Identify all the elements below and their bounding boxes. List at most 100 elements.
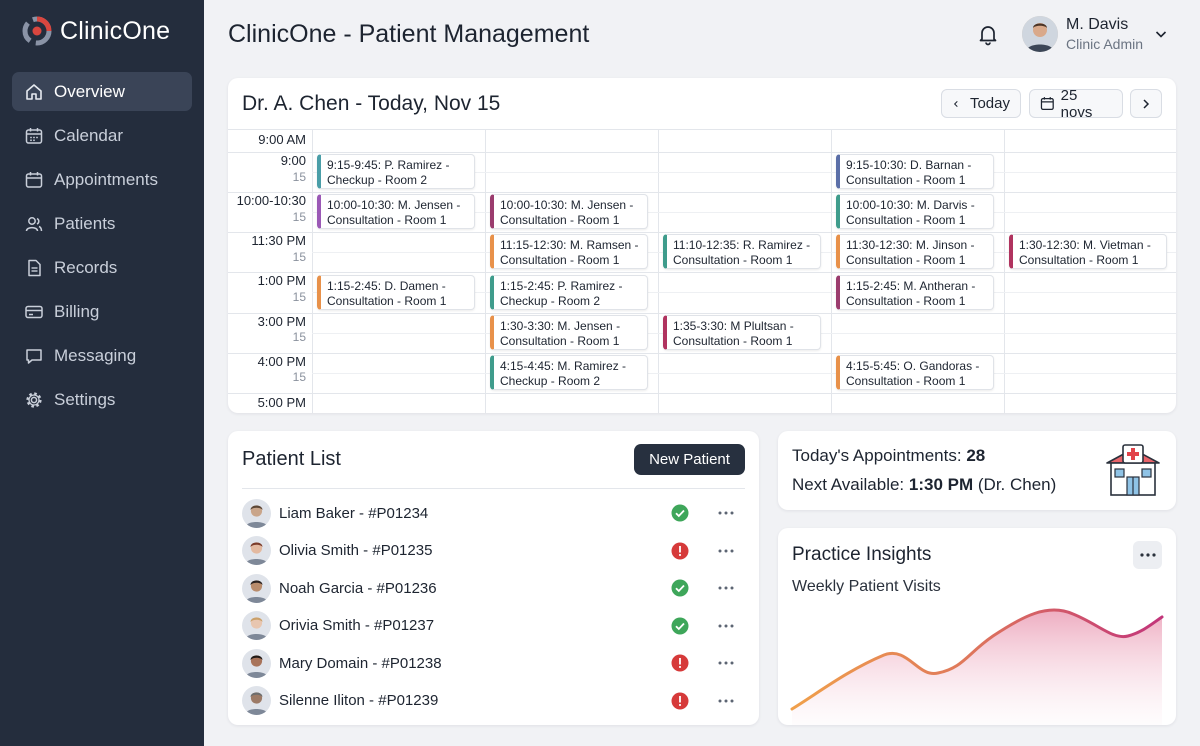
appointment-event[interactable]: 1:15-2:45: D. Damen - Consultation - Room… — [317, 274, 475, 310]
patient-avatar-icon — [242, 686, 271, 715]
time-label: 10:00-10:30 — [236, 193, 306, 208]
calendar-icon — [1040, 97, 1054, 110]
list-item[interactable]: Liam Baker - #P01234 — [242, 496, 745, 530]
date-picker-button[interactable]: 25 novs — [1029, 86, 1123, 121]
event-line-1: 11:30-12:30: M. Jinson - — [846, 238, 975, 253]
billing-icon — [25, 305, 43, 318]
check-circle-icon — [671, 504, 689, 522]
avatar[interactable] — [1022, 16, 1058, 52]
appointment-event[interactable]: 1:35-3:30: M Plultsan - Consultation - Ro… — [663, 314, 821, 350]
event-line-1: 4:15-4:45: M. Ramirez - — [500, 359, 627, 373]
brand-name: ClinicOne — [60, 16, 171, 45]
new-patient-button[interactable]: New Patient — [634, 444, 745, 475]
time-label: 9:00 — [280, 153, 306, 168]
appointments-label: Today's Appointments: — [792, 446, 962, 465]
appointments-value: 28 — [966, 446, 986, 465]
insights-more-button[interactable] — [1133, 541, 1162, 569]
patient-name: Silenne Iliton - #P01239 — [279, 692, 439, 709]
weekly-visits-chart — [790, 608, 1164, 725]
user-role: Clinic Admin — [1066, 36, 1144, 52]
event-line-2: Consultation - Room 1 — [327, 213, 447, 228]
sidebar: ClinicOne Overview Calendar Appointments… — [0, 0, 204, 746]
more-icon[interactable] — [717, 579, 735, 597]
event-line-2: Consultation - Room 1 — [500, 213, 620, 228]
date-label: 25 novs — [1060, 86, 1093, 121]
time-label: 15 — [292, 290, 306, 304]
event-line-2: Consultation - Room 1 — [846, 213, 966, 228]
more-icon[interactable] — [717, 654, 735, 672]
bell-icon[interactable] — [976, 22, 1000, 46]
appointment-event[interactable]: 1:30-12:30: M. Vietman - Consultation - R… — [1009, 234, 1167, 270]
insights-title: Practice Insights — [792, 544, 932, 565]
user-name[interactable]: M. Davis — [1066, 16, 1129, 33]
list-item[interactable]: Noah Garcia - #P01236 — [242, 571, 745, 605]
sidebar-item-billing[interactable]: Billing — [12, 292, 192, 331]
clinic-building-icon — [1106, 444, 1160, 496]
appointments-icon — [25, 171, 43, 188]
appointment-event[interactable]: 11:10-12:35: R. Ramirez - Consultation - … — [663, 234, 821, 270]
user-avatar-icon — [1022, 16, 1058, 52]
event-line-2: Consultation - Room 1 — [1019, 253, 1139, 268]
grid-column-line — [485, 130, 486, 413]
sidebar-item-settings[interactable]: Settings — [12, 380, 192, 419]
grid-row-line — [228, 232, 1176, 233]
list-item[interactable]: Olivia Smith - #P01235 — [242, 534, 745, 568]
appointment-event[interactable]: 9:15-9:45: P. Ramirez - Checkup - Room 2 — [317, 154, 475, 189]
more-icon[interactable] — [717, 504, 735, 522]
appointment-event[interactable]: 10:00-10:30: M. Jensen - Consultation - R… — [490, 194, 648, 230]
event-line-1: 9:15-10:30: D. Barnan - — [846, 158, 972, 172]
list-item[interactable]: Silenne Iliton - #P01239 — [242, 684, 745, 718]
more-icon[interactable] — [717, 692, 735, 710]
sidebar-item-label: Patients — [54, 213, 116, 233]
time-label: 15 — [292, 370, 306, 384]
more-icon — [1139, 553, 1156, 557]
event-line-2: Consultation - Room 1 — [846, 293, 966, 308]
appointment-event[interactable]: 10:00-10:30: M. Darvis - Consultation - R… — [836, 194, 994, 230]
insights-subtitle: Weekly Patient Visits — [792, 578, 941, 595]
grid-row-line — [228, 192, 1176, 193]
time-label: 15 — [292, 170, 306, 184]
grid-column-line — [658, 130, 659, 413]
appointment-event[interactable]: 10:00-10:30: M. Jensen - Consultation - R… — [317, 194, 475, 230]
appointment-event[interactable]: 4:15-4:45: M. Ramirez - Checkup - Room 2 — [490, 355, 648, 390]
more-icon[interactable] — [717, 617, 735, 635]
appointment-event[interactable]: 4:15-5:45: O. Gandoras - Consultation - R… — [836, 355, 994, 390]
appointment-event[interactable]: 9:15-10:30: D. Barnan - Consultation - Ro… — [836, 154, 994, 189]
sidebar-item-calendar[interactable]: Calendar — [12, 116, 192, 155]
event-line-1: 10:00-10:30: M. Darvis - — [846, 198, 975, 213]
more-icon[interactable] — [717, 542, 735, 560]
sidebar-item-records[interactable]: Records — [12, 248, 192, 287]
chevron-down-icon[interactable] — [1154, 27, 1168, 41]
next-available-label: Next Available: — [792, 475, 905, 494]
chevron-left-icon — [953, 100, 958, 107]
list-item[interactable]: Orivia Smith - #P01237 — [242, 609, 745, 643]
list-item[interactable]: Mary Domain - #P01238 — [242, 646, 745, 680]
sidebar-item-appointments[interactable]: Appointments — [12, 160, 192, 199]
brand[interactable]: ClinicOne — [22, 16, 170, 46]
time-label: 1:00 PM — [257, 273, 306, 288]
check-circle-icon — [671, 579, 689, 597]
schedule-grid: 9:00 AM 9:00 15 10:00-10:30 15 11:30 PM 15 1:00… — [228, 129, 1176, 413]
appointment-event[interactable]: 11:15-12:30: M. Ramsen - Consultation - R… — [490, 234, 648, 270]
alert-circle-icon — [671, 692, 689, 709]
schedule-title: Dr. A. Chen - Today, Nov 15 — [242, 92, 501, 115]
chart-line — [790, 608, 1164, 711]
appointment-event[interactable]: 1:15-2:45: P. Ramirez - Checkup - Room 2 — [490, 274, 648, 310]
calendar-icon — [25, 127, 43, 144]
sidebar-item-patients[interactable]: Patients — [12, 204, 192, 243]
event-line-1: 1:15-2:45: D. Damen - — [327, 278, 446, 293]
grid-column-line — [1004, 130, 1005, 413]
appointment-event[interactable]: 1:30-3:30: M. Jensen - Consultation - Roo… — [490, 314, 648, 350]
sidebar-item-overview[interactable]: Overview — [12, 72, 192, 111]
appointment-event[interactable]: 11:30-12:30: M. Jinson - Consultation - R… — [836, 234, 994, 270]
patient-name: Olivia Smith - #P01235 — [279, 542, 433, 559]
today-button[interactable]: Today — [941, 89, 1021, 118]
event-line-2: Consultation - Room 1 — [846, 253, 966, 268]
next-button[interactable] — [1130, 89, 1162, 118]
sidebar-item-messaging[interactable]: Messaging — [12, 336, 192, 375]
appointment-event[interactable]: 1:15-2:45: M. Antheran - Consultation - R… — [836, 274, 994, 310]
time-label: 9:00 AM — [258, 132, 306, 147]
event-line-1: 10:00-10:30: M. Jensen - — [327, 198, 461, 213]
sidebar-item-label: Calendar — [54, 125, 123, 145]
sidebar-nav: Overview Calendar Appointments Patients … — [12, 72, 192, 424]
